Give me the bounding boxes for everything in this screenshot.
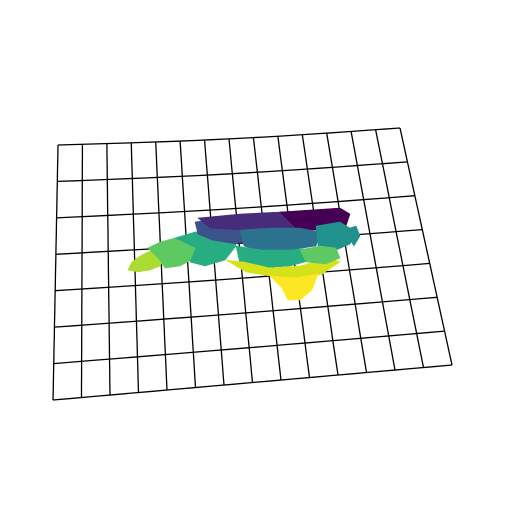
- grid-meridian-line: [326, 132, 368, 373]
- grid-meridian-line: [106, 143, 111, 396]
- grid-parallel-line: [54, 296, 438, 328]
- graticule-grid: [52, 127, 453, 401]
- grid-parallel-line: [55, 262, 430, 292]
- grid-meridian-line: [80, 144, 84, 398]
- grid-parallel-line: [57, 127, 401, 146]
- region-outer-banks: [349, 225, 361, 247]
- grid-parallel-line: [56, 195, 415, 219]
- region-mountains-south: [299, 245, 341, 265]
- grid-parallel-line: [53, 330, 445, 365]
- grid-meridian-line: [399, 127, 453, 366]
- grid-parallel-line: [52, 364, 453, 401]
- region-south-tip: [269, 273, 319, 301]
- grid-meridian-line: [155, 141, 168, 391]
- grid-meridian-line: [52, 144, 59, 401]
- region-southern: [225, 257, 341, 281]
- grid-meridian-line: [179, 141, 197, 388]
- region-coastal-central: [315, 221, 357, 251]
- grid-meridian-line: [374, 129, 425, 368]
- grid-meridian-line: [350, 131, 396, 371]
- state-choropleth: [127, 207, 361, 301]
- grid-parallel-line: [57, 161, 408, 183]
